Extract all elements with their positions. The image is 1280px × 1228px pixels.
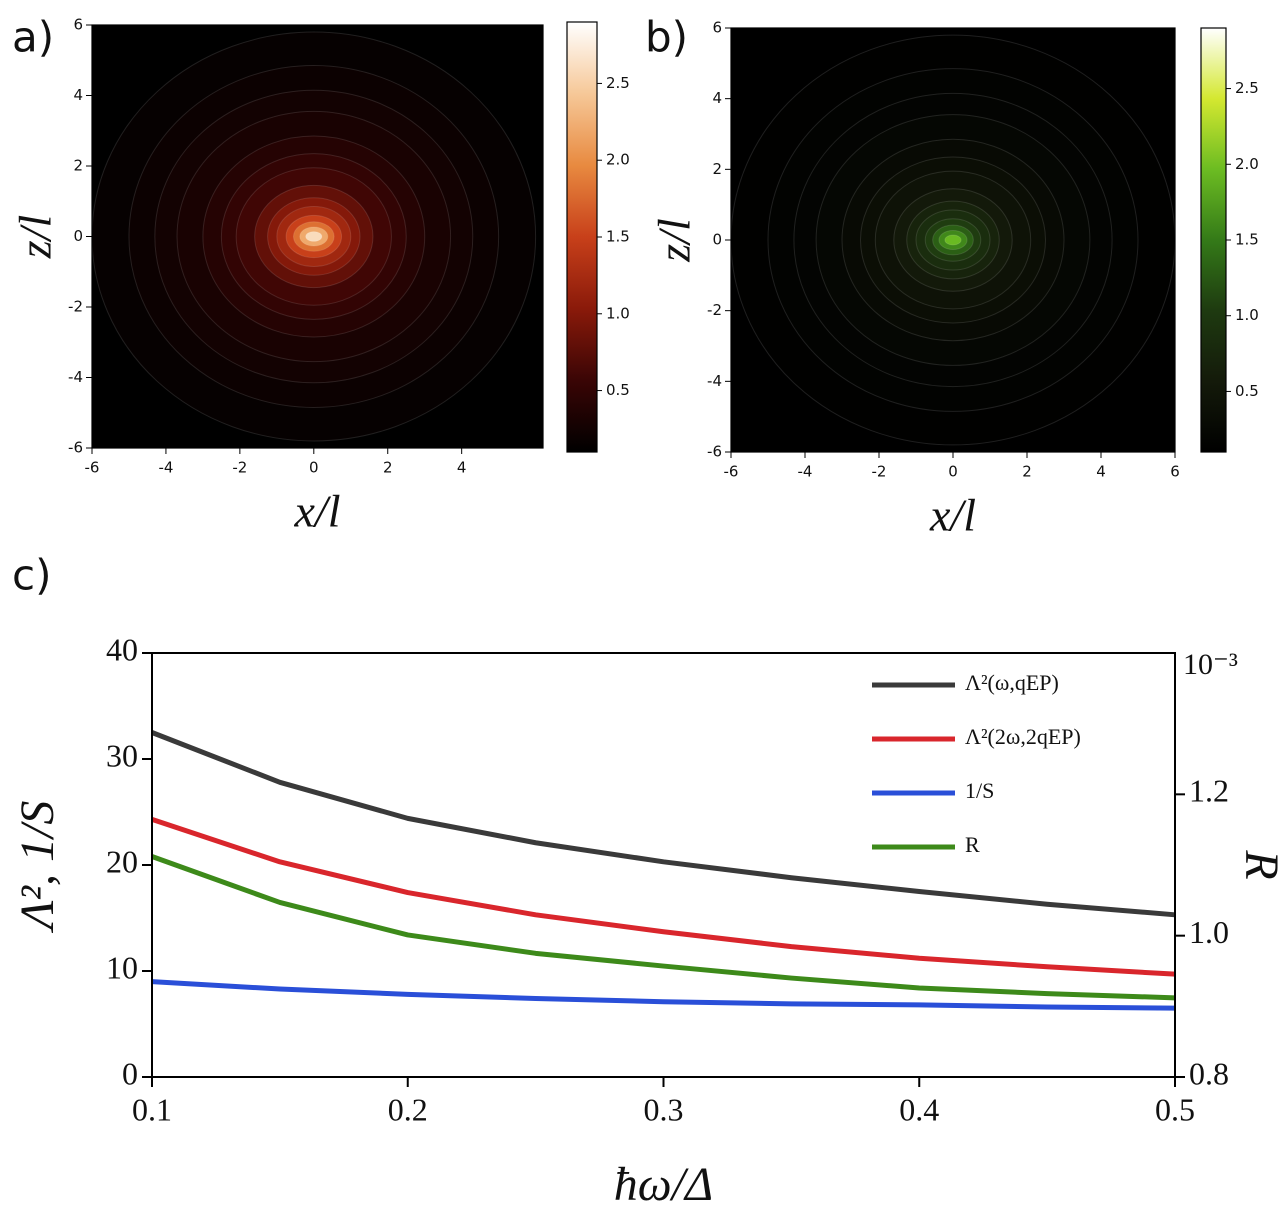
x-tick-label: -4 — [158, 459, 173, 477]
panel-label: b) — [645, 13, 688, 62]
y-tick-label: 6 — [73, 16, 83, 34]
colorbar-tick-label: 1.5 — [1235, 231, 1259, 249]
series-line — [151, 979, 1176, 1011]
x-tick-label: 0 — [309, 459, 319, 477]
y-tick-label: -6 — [68, 439, 83, 457]
y-tick-label: -2 — [707, 301, 722, 319]
colorbar-tick-label: 2.5 — [1235, 79, 1259, 97]
y2-tick-label: 1.0 — [1189, 914, 1229, 950]
y2-offset-label: 10⁻³ — [1183, 648, 1238, 681]
x-tick-label: -4 — [798, 463, 813, 481]
contour — [305, 231, 323, 242]
x-tick-label: 4 — [457, 459, 467, 477]
colorbar-tick-label: 1.0 — [1235, 306, 1259, 324]
x-tick-label: 6 — [1170, 463, 1180, 481]
series-line — [151, 854, 1176, 1001]
y-tick-label: -6 — [707, 443, 722, 461]
colorbar-tick-label: 0.5 — [606, 381, 630, 399]
legend-label: 1/S — [965, 778, 994, 803]
y-axis-label: z/l — [649, 218, 700, 262]
colorbar — [566, 21, 598, 453]
x-tick-label: 0 — [948, 463, 958, 481]
y-tick-label: 2 — [712, 160, 722, 178]
y2-axis-label: R — [1235, 849, 1280, 879]
y-tick-label: 10 — [106, 949, 138, 985]
panel-label: a) — [12, 13, 54, 62]
x-tick-label: 0.5 — [1155, 1091, 1195, 1127]
y-tick-label: 6 — [712, 19, 722, 37]
x-axis-label: ħω/Δ — [614, 1158, 713, 1211]
y-tick-label: -2 — [68, 298, 83, 316]
legend-label: Λ²(ω,qEP) — [965, 670, 1059, 695]
x-tick-label: 0.2 — [388, 1091, 428, 1127]
x-tick-label: -2 — [872, 463, 887, 481]
y-tick-label: 40 — [106, 631, 138, 667]
y-tick-label: -4 — [707, 372, 722, 390]
x-tick-label: 2 — [1022, 463, 1032, 481]
colorbar-tick-label: 2.0 — [1235, 155, 1259, 173]
x-tick-label: -6 — [724, 463, 739, 481]
panel-label: c) — [12, 551, 51, 600]
x-tick-label: -6 — [85, 459, 100, 477]
x-tick-label: 4 — [1096, 463, 1106, 481]
legend-label: R — [965, 832, 980, 857]
colorbar-tick-label: 1.0 — [606, 304, 630, 322]
heatmap — [731, 28, 1175, 452]
x-axis-label: x/l — [294, 486, 341, 537]
y-tick-label: 0 — [712, 231, 722, 249]
y2-tick-label: 1.2 — [1189, 773, 1229, 809]
y2-tick-label: 0.8 — [1189, 1055, 1229, 1091]
colorbar-tick-label: 2.5 — [606, 74, 630, 92]
y-tick-label: 4 — [712, 89, 722, 107]
contour — [944, 234, 962, 246]
colorbar — [1200, 27, 1227, 453]
series-line — [151, 817, 1176, 977]
y-tick-label: 4 — [73, 86, 83, 104]
plot-frame — [151, 652, 1176, 1078]
y-tick-label: 30 — [106, 737, 138, 773]
x-tick-label: -2 — [232, 459, 247, 477]
x-axis-label: x/l — [929, 490, 976, 541]
y-tick-label: 0 — [73, 227, 83, 245]
y-tick-label: 20 — [106, 843, 138, 879]
series-line — [151, 730, 1176, 918]
colorbar-tick-label: 2.0 — [606, 151, 630, 169]
legend-label: Λ²(2ω,2qEP) — [965, 724, 1081, 749]
x-tick-label: 2 — [383, 459, 393, 477]
y-axis-label: Λ², 1/S — [11, 801, 64, 934]
x-tick-label: 0.4 — [899, 1091, 939, 1127]
y-tick-label: -4 — [68, 368, 83, 386]
colorbar-tick-label: 0.5 — [1235, 382, 1259, 400]
y-axis-label: z/l — [10, 215, 61, 259]
x-tick-label: 0.1 — [132, 1091, 172, 1127]
y-tick-label: 2 — [73, 157, 83, 175]
colorbar-tick-label: 1.5 — [606, 228, 630, 246]
y-tick-label: 0 — [122, 1055, 138, 1091]
x-tick-label: 0.3 — [644, 1091, 684, 1127]
heatmap — [92, 25, 543, 448]
